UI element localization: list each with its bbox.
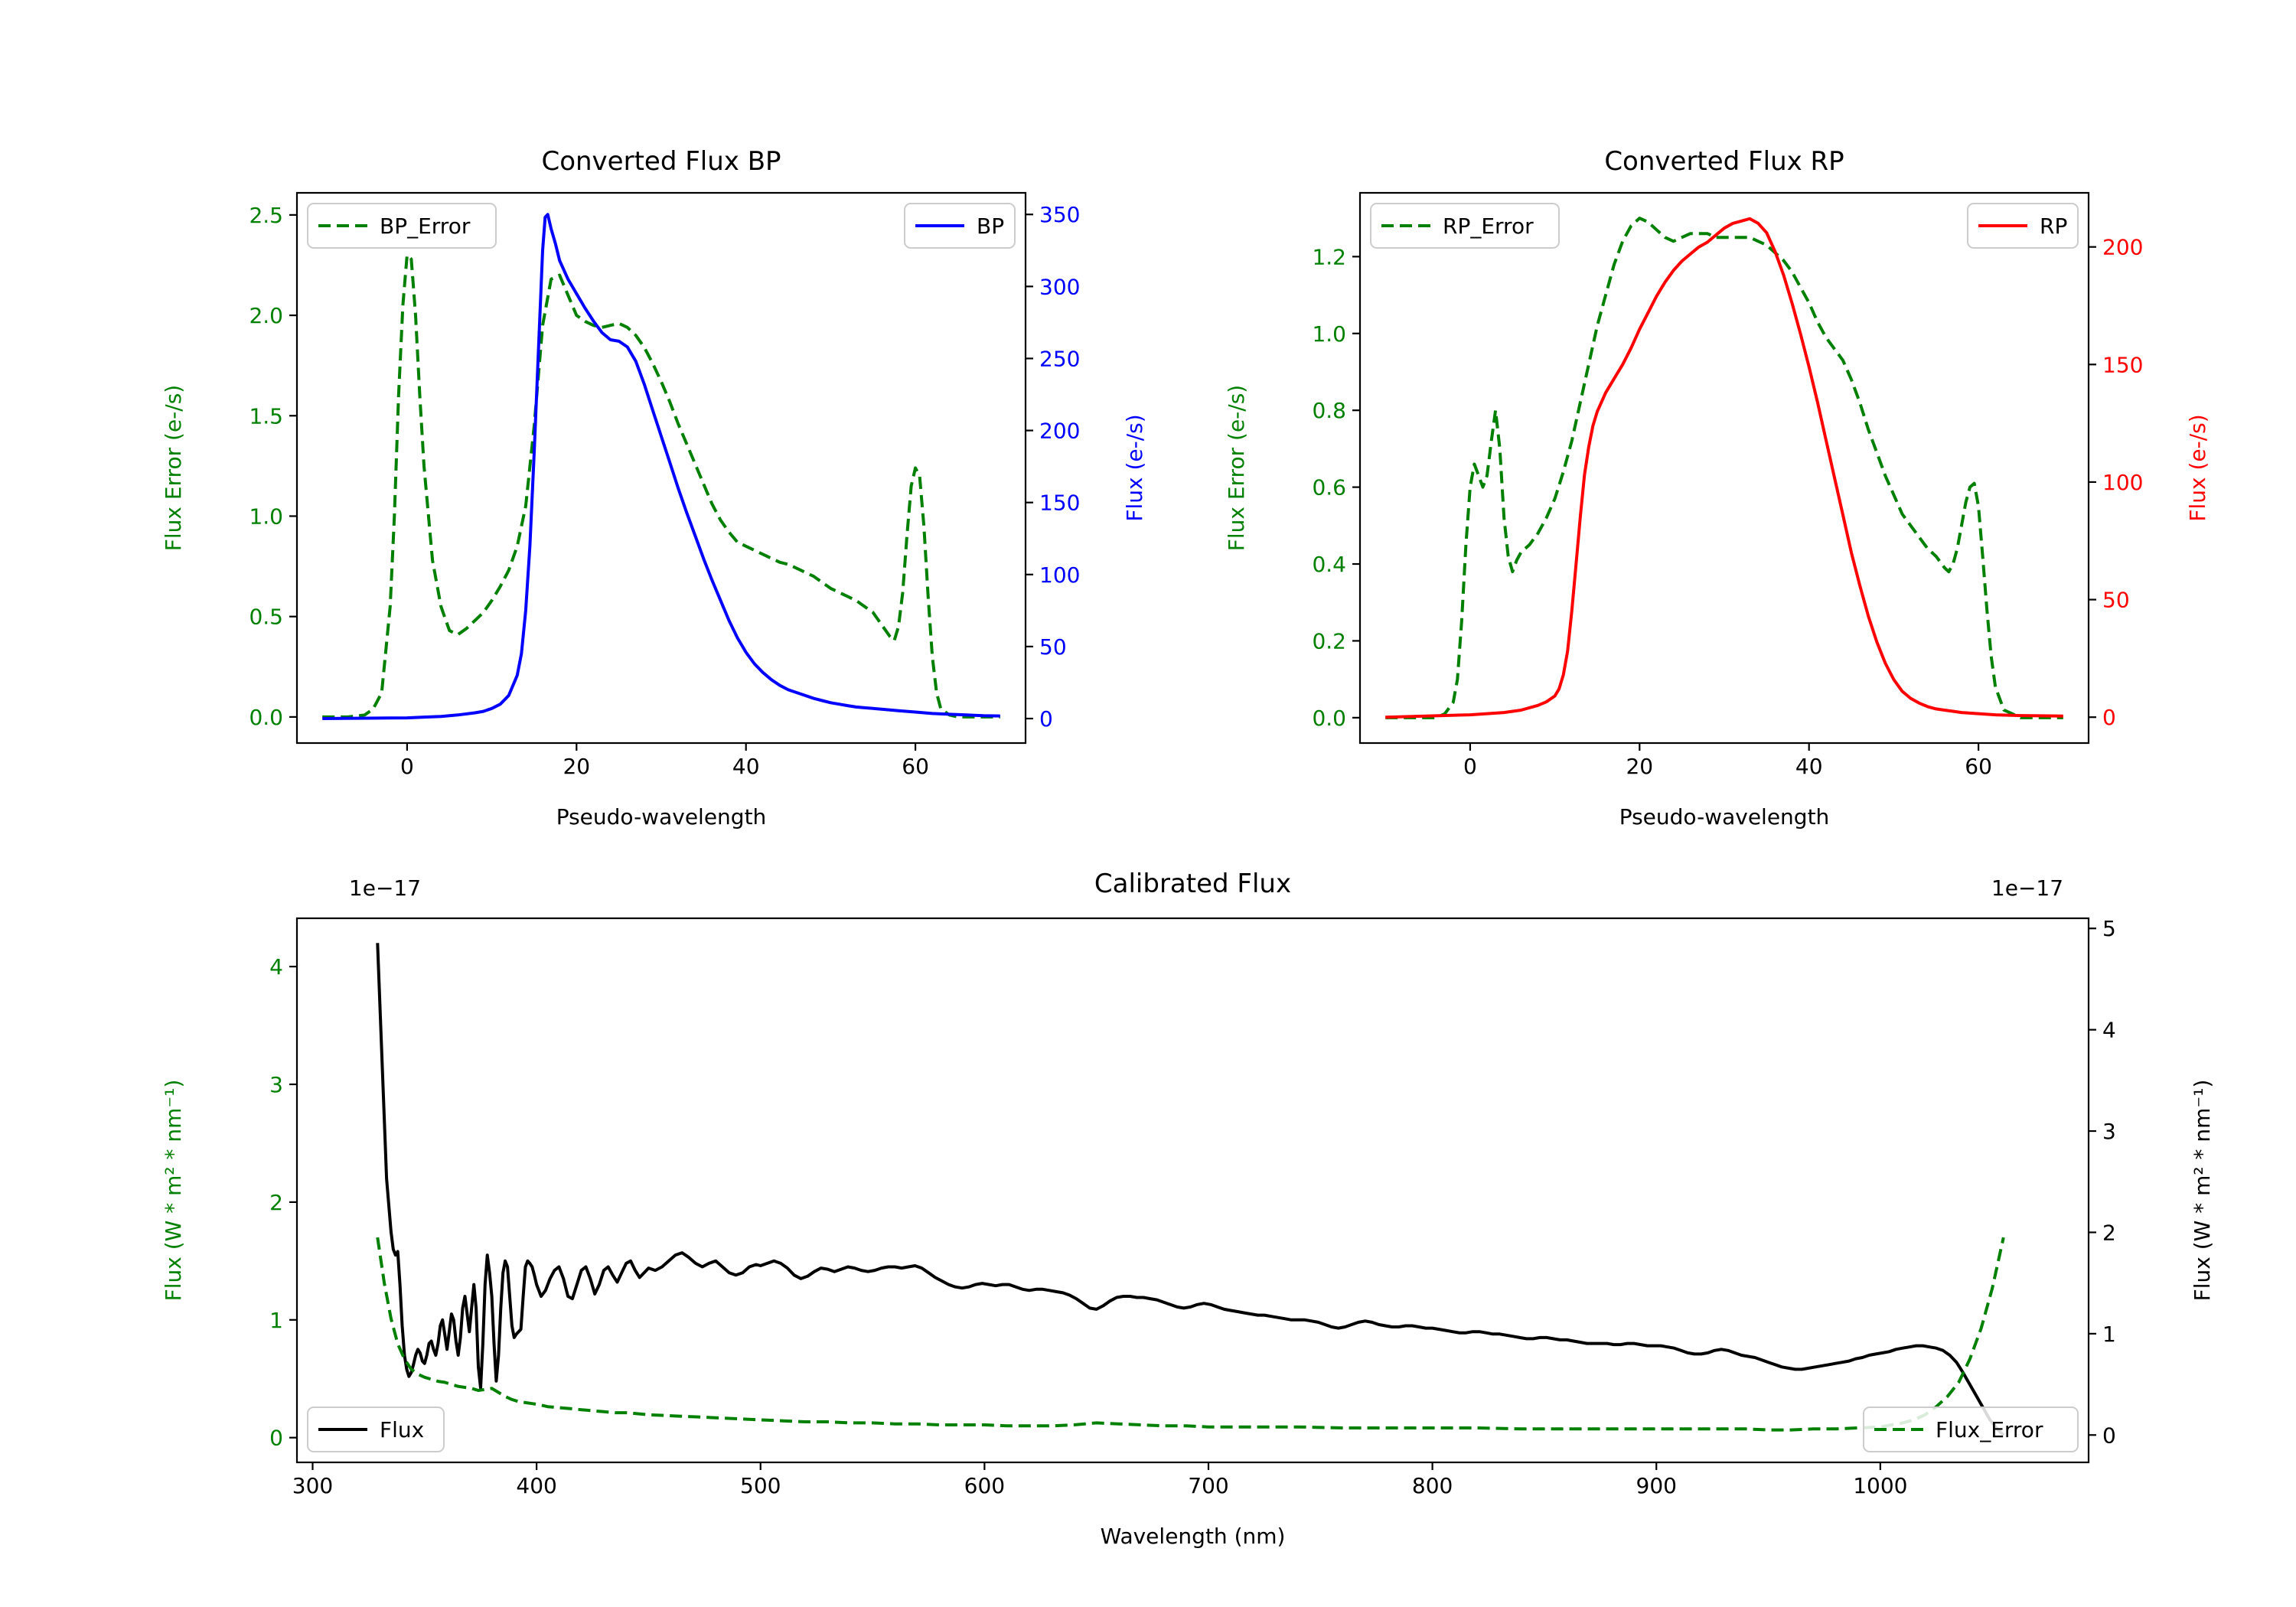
left-tick-label: 0.6 [1312, 475, 1346, 500]
x-axis-label: Wavelength (nm) [1101, 1524, 1286, 1549]
right-axis-offset-text: 1e−17 [1991, 875, 2063, 901]
right-tick-label: 200 [2102, 235, 2143, 260]
right-tick-label: 350 [1039, 202, 1080, 227]
left-tick-label: 0.4 [1312, 552, 1346, 577]
bp-plot-svg: 0 20 40 60 0.0 0.5 1.0 1.5 2.0 2.5 0 50 100 150 200 250… [161, 146, 1147, 830]
right-y-axis-label: Flux (e-/s) [1122, 414, 1147, 521]
rp-plot-svg: 0 20 40 60 0.0 0.2 0.4 0.6 0.8 1.0 1.2 0 50 100 150 200… [1224, 146, 2210, 830]
x-tick-label: 40 [1795, 754, 1823, 779]
x-axis-label: Pseudo-wavelength [1619, 804, 1830, 830]
left-tick-label: 1 [269, 1308, 283, 1333]
legend-label: RP_Error [1443, 214, 1534, 239]
legend-label: Flux [380, 1417, 424, 1442]
left-tick-label: 0.5 [249, 605, 283, 630]
chart-converted-flux-bp: 0 20 40 60 0.0 0.5 1.0 1.5 2.0 2.5 0 50 100 150 200 250… [138, 107, 1186, 872]
left-tick-label: 2.5 [249, 203, 283, 228]
left-tick-label: 4 [269, 954, 283, 980]
right-tick-label: 0 [2102, 1423, 2116, 1448]
left-axis-offset-text: 1e−17 [349, 875, 421, 901]
left-y-axis-label: Flux Error (e-/s) [161, 385, 186, 551]
left-tick-label: 3 [269, 1072, 283, 1097]
right-tick-label: 50 [2102, 588, 2130, 613]
left-tick-label: 2.0 [249, 303, 283, 328]
legend-label: RP [2040, 214, 2067, 239]
right-tick-label: 100 [1039, 562, 1080, 588]
right-tick-label: 50 [1039, 634, 1067, 660]
legend-label: BP [977, 214, 1004, 239]
x-tick-label: 20 [1626, 754, 1653, 779]
left-tick-label: 1.2 [1312, 244, 1346, 269]
left-tick-label: 0.0 [249, 705, 283, 730]
left-tick-label: 0.8 [1312, 398, 1346, 423]
x-tick-label: 900 [1636, 1473, 1677, 1498]
right-tick-label: 250 [1039, 346, 1080, 371]
flux-line [376, 943, 2005, 1436]
right-tick-label: 1 [2102, 1322, 2116, 1347]
x-axis-label: Pseudo-wavelength [556, 804, 767, 830]
right-tick-label: 150 [2102, 352, 2143, 377]
legend-label: BP_Error [380, 214, 471, 239]
right-tick-label: 3 [2102, 1119, 2116, 1144]
x-tick-label: 60 [902, 754, 929, 779]
right-tick-label: 100 [2102, 470, 2143, 495]
legend-label: Flux_Error [1936, 1417, 2043, 1442]
left-tick-label: 1.5 [249, 403, 283, 429]
legend-box-bp-error [307, 203, 497, 249]
chart-title: Converted Flux RP [1604, 146, 1844, 177]
legend-box-flux [307, 1407, 445, 1452]
right-tick-label: 300 [1039, 274, 1080, 299]
right-tick-label: 200 [1039, 419, 1080, 444]
x-tick-label: 1000 [1853, 1473, 1907, 1498]
x-tick-label: 800 [1412, 1473, 1453, 1498]
left-y-axis-label: Flux (W * m² * nm⁻¹) [161, 1080, 186, 1302]
right-y-axis-label: Flux (e-/s) [2185, 414, 2210, 521]
x-tick-label: 0 [1463, 754, 1477, 779]
cal-axes-frame [295, 917, 2090, 1464]
left-tick-label: 0 [269, 1426, 283, 1451]
right-tick-label: 2 [2102, 1220, 2116, 1245]
cal-plot-svg: 300 400 500 600 700 800 900 1000 0 1 2 3 4 0 1 2 3 4 5 Cali… [161, 869, 2215, 1549]
right-y-axis-label: Flux (W * m² * nm⁻¹) [2190, 1080, 2215, 1302]
x-tick-label: 700 [1188, 1473, 1228, 1498]
rp-error-line [1385, 217, 2063, 719]
left-tick-label: 1.0 [249, 504, 283, 529]
left-y-axis-label: Flux Error (e-/s) [1224, 385, 1249, 551]
chart-title: Calibrated Flux [1094, 869, 1291, 899]
legend-box-flux-error [1863, 1407, 2079, 1452]
right-tick-label: 0 [1039, 706, 1053, 732]
bp-axes-frame [295, 191, 1027, 745]
x-tick-label: 400 [516, 1473, 556, 1498]
chart-converted-flux-rp: 0 20 40 60 0.0 0.2 0.4 0.6 0.8 1.0 1.2 0 50 100 150 200… [1201, 107, 2249, 872]
x-tick-label: 0 [400, 754, 414, 779]
chart-title: Converted Flux BP [541, 146, 781, 177]
right-tick-label: 5 [2102, 916, 2116, 941]
x-tick-label: 600 [964, 1473, 1005, 1498]
rp-line [1385, 217, 2063, 719]
right-tick-label: 4 [2102, 1018, 2116, 1043]
right-tick-label: 150 [1039, 491, 1080, 516]
flux-error-line [376, 1237, 2005, 1432]
x-tick-label: 60 [1965, 754, 1992, 779]
chart-calibrated-flux: 300 400 500 600 700 800 900 1000 0 1 2 3 4 0 1 2 3 4 5 Cali… [138, 831, 2250, 1566]
left-tick-label: 0.2 [1312, 628, 1346, 654]
x-tick-label: 20 [563, 754, 590, 779]
x-tick-label: 40 [732, 754, 760, 779]
left-tick-label: 0.0 [1312, 706, 1346, 731]
rp-axes-frame [1358, 191, 2090, 745]
x-tick-label: 500 [740, 1473, 781, 1498]
bp-line [322, 213, 1000, 720]
x-tick-label: 300 [292, 1473, 333, 1498]
left-tick-label: 1.0 [1312, 321, 1346, 347]
left-tick-label: 2 [269, 1190, 283, 1215]
legend-box-rp-error [1370, 203, 1560, 249]
right-tick-label: 0 [2102, 705, 2116, 730]
bp-error-line [322, 253, 1000, 719]
